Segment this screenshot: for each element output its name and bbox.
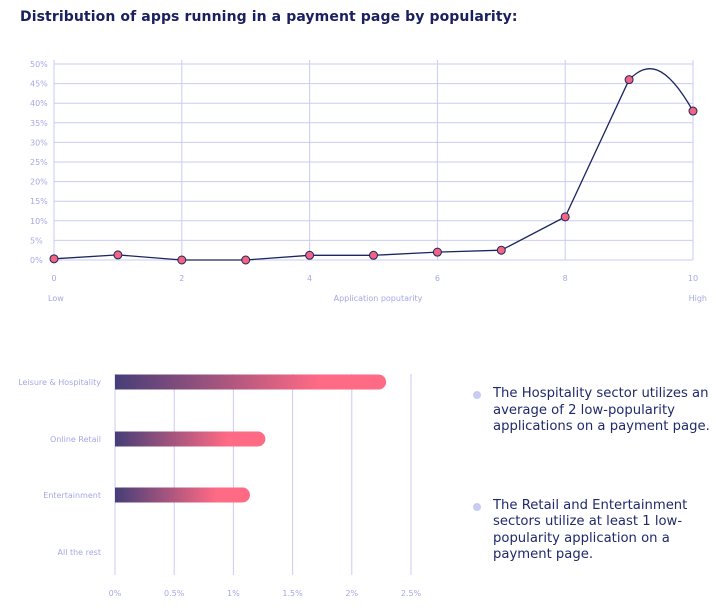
bullet-dot-icon [473, 391, 481, 399]
bar [115, 487, 250, 503]
category-label: Leisure & Hospitality [18, 378, 101, 387]
x-tick-label: 10 [688, 274, 698, 283]
chart-title: Distribution of apps running in a paymen… [20, 9, 518, 25]
insight-item: The Retail and Entertainment sectors uti… [470, 498, 720, 564]
x-low-label: Low [48, 294, 64, 303]
y-tick-label: 5% [30, 236, 43, 245]
insights-list: The Hospitality sector utilizes an avera… [470, 386, 720, 564]
data-point [688, 106, 698, 116]
y-tick-label: 45% [30, 80, 48, 89]
y-tick-label: 50% [30, 60, 48, 69]
data-point [369, 250, 378, 260]
bullet-dot-icon [473, 502, 481, 511]
x-tick-label: 2% [345, 589, 358, 598]
data-point [624, 75, 634, 85]
line-chart: 0% 5% 10% 15% 20% 25% 30% 35% 40% 45% 50% 0 2 4 6 8 10 Lo… [30, 60, 707, 303]
data-point [305, 250, 315, 260]
x-axis-label: Application poputarity [334, 294, 423, 303]
data-point [177, 255, 187, 265]
insight-item: The Hospitality sector utilizes an avera… [470, 386, 720, 436]
x-tick-label: 0% [109, 589, 122, 598]
data-point [496, 245, 506, 255]
data-point [241, 255, 251, 265]
y-tick-label: 20% [30, 178, 48, 187]
x-tick-label: 0 [51, 274, 56, 283]
x-tick-label: 1.5% [282, 589, 303, 598]
bar [115, 431, 266, 447]
data-point [49, 254, 59, 264]
category-label: Online Retail [50, 435, 101, 444]
bar [115, 374, 387, 390]
x-tick-label: 1% [227, 589, 240, 598]
y-tick-label: 30% [30, 138, 48, 147]
x-tick-label: 4 [307, 274, 312, 283]
y-tick-label: 35% [30, 119, 48, 128]
y-tick-label: 10% [30, 217, 48, 226]
insight-text: The Retail and Entertainment sectors uti… [493, 497, 688, 563]
category-label: All the rest [58, 548, 101, 557]
x-tick-label: 2.5% [401, 589, 422, 598]
x-high-label: High [689, 294, 707, 303]
data-point [560, 212, 570, 222]
y-tick-label: 40% [30, 99, 48, 108]
category-label: Entertainment [43, 491, 101, 500]
data-point [113, 250, 123, 260]
insight-text: The Hospitality sector utilizes an avera… [493, 386, 710, 434]
x-tick-label: 2 [179, 274, 184, 283]
data-point [432, 247, 442, 257]
x-tick-label: 0.5% [164, 589, 185, 598]
x-tick-label: 6 [435, 274, 440, 283]
y-tick-label: 0% [30, 256, 43, 265]
x-tick-label: 8 [563, 274, 568, 283]
bar-chart: 0% 0.5% 1% 1.5% 2% 2.5% Leisure & Hospitality O… [18, 374, 422, 598]
y-tick-label: 15% [30, 197, 48, 206]
series-line [53, 68, 694, 261]
y-tick-label: 25% [30, 158, 48, 167]
